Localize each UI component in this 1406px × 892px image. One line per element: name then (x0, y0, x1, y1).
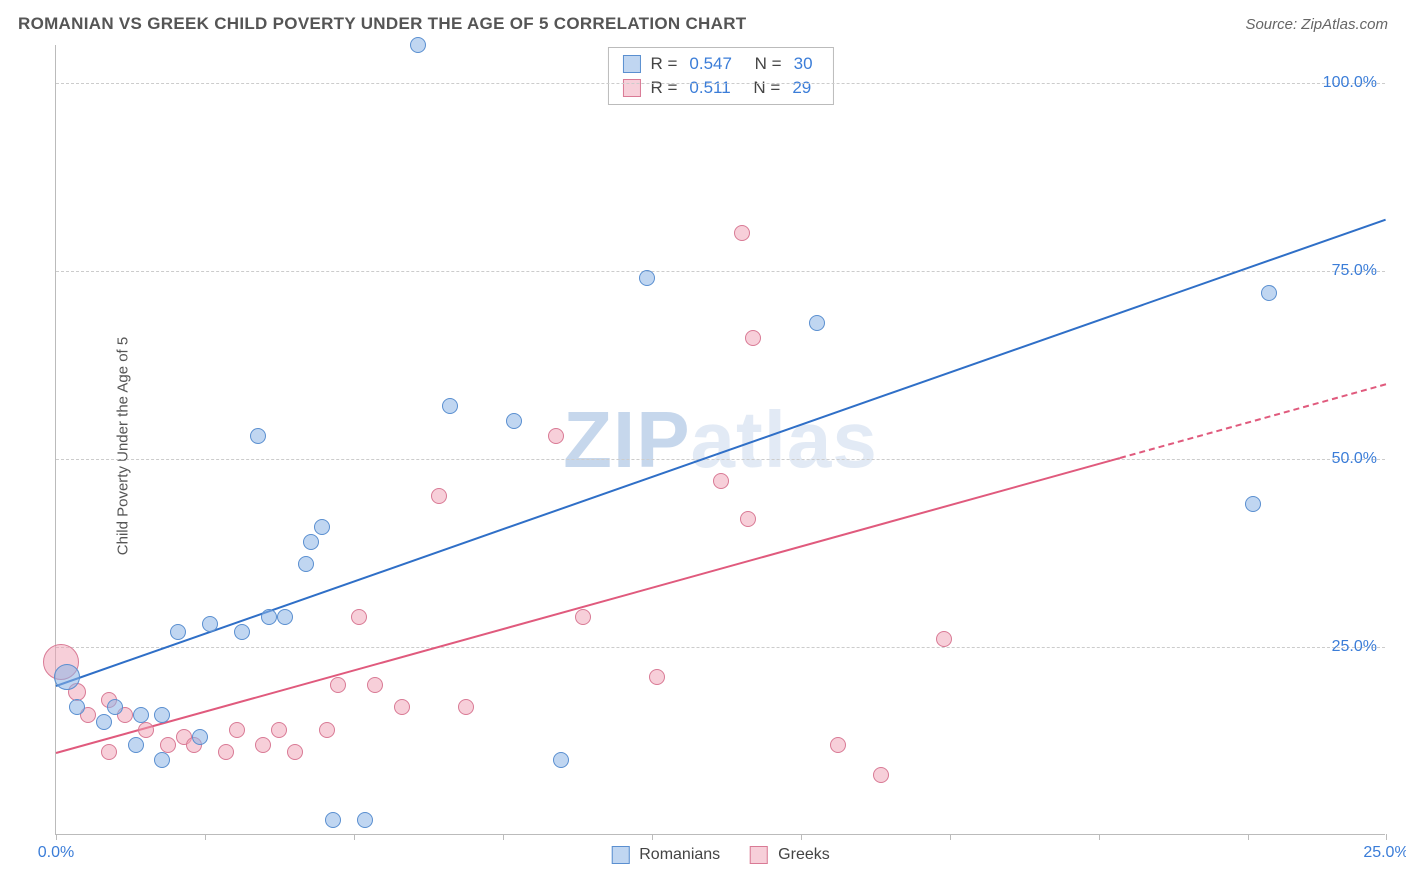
x-tick-label: 0.0% (38, 844, 74, 862)
swatch-pink (622, 79, 640, 97)
data-point (261, 609, 277, 625)
data-point (1245, 496, 1261, 512)
data-point (128, 737, 144, 753)
legend-swatch-blue (611, 846, 629, 864)
data-point (154, 752, 170, 768)
data-point (740, 511, 756, 527)
y-tick-label: 100.0% (1323, 74, 1377, 92)
data-point (277, 609, 293, 625)
gridline (56, 83, 1385, 84)
gridline (56, 647, 1385, 648)
title-bar: ROMANIAN VS GREEK CHILD POVERTY UNDER TH… (18, 14, 1388, 34)
data-point (271, 722, 287, 738)
chart-title: ROMANIAN VS GREEK CHILD POVERTY UNDER TH… (18, 14, 746, 34)
x-tick (1386, 834, 1387, 840)
data-point (133, 707, 149, 723)
data-point (287, 744, 303, 760)
data-point (367, 677, 383, 693)
legend-label-romanians: Romanians (639, 846, 720, 864)
x-tick (205, 834, 206, 840)
stats-row-romanians: R = 0.547 N = 30 (622, 52, 818, 76)
x-tick-label: 25.0% (1363, 844, 1406, 862)
x-tick (56, 834, 57, 840)
data-point (54, 664, 80, 690)
source-attribution: Source: ZipAtlas.com (1245, 16, 1388, 33)
data-point (160, 737, 176, 753)
x-tick (652, 834, 653, 840)
data-point (553, 752, 569, 768)
data-point (218, 744, 234, 760)
stats-legend-box: R = 0.547 N = 30 R = 0.511 N = 29 (607, 47, 833, 105)
stats-row-greeks: R = 0.511 N = 29 (622, 76, 818, 100)
data-point (548, 428, 564, 444)
data-point (431, 488, 447, 504)
legend-swatch-pink (750, 846, 768, 864)
gridline (56, 271, 1385, 272)
data-point (319, 722, 335, 738)
x-tick (1099, 834, 1100, 840)
data-point (410, 37, 426, 53)
data-point (107, 699, 123, 715)
data-point (96, 714, 112, 730)
trend-line (1120, 384, 1387, 460)
legend-item-greeks: Greeks (750, 846, 830, 864)
x-tick (950, 834, 951, 840)
y-tick-label: 75.0% (1332, 262, 1377, 280)
trend-line (56, 218, 1387, 686)
r-value-romanians: 0.547 (683, 52, 738, 76)
data-point (138, 722, 154, 738)
data-point (357, 812, 373, 828)
data-point (830, 737, 846, 753)
data-point (250, 428, 266, 444)
swatch-blue (622, 55, 640, 73)
x-tick (354, 834, 355, 840)
data-point (639, 270, 655, 286)
data-point (442, 398, 458, 414)
data-point (325, 812, 341, 828)
data-point (170, 624, 186, 640)
data-point (101, 744, 117, 760)
data-point (314, 519, 330, 535)
x-tick (503, 834, 504, 840)
data-point (303, 534, 319, 550)
scatter-plot: ZIPatlas R = 0.547 N = 30 R = 0.511 N = … (55, 45, 1385, 835)
data-point (351, 609, 367, 625)
n-value-greeks: 29 (786, 76, 817, 100)
data-point (809, 315, 825, 331)
data-point (192, 729, 208, 745)
x-tick (1248, 834, 1249, 840)
trend-line (56, 457, 1121, 754)
r-value-greeks: 0.511 (683, 76, 736, 100)
data-point (298, 556, 314, 572)
data-point (202, 616, 218, 632)
series-legend: Romanians Greeks (611, 846, 830, 864)
data-point (229, 722, 245, 738)
data-point (255, 737, 271, 753)
data-point (734, 225, 750, 241)
y-tick-label: 25.0% (1332, 638, 1377, 656)
legend-item-romanians: Romanians (611, 846, 720, 864)
data-point (234, 624, 250, 640)
data-point (458, 699, 474, 715)
y-tick-label: 50.0% (1332, 450, 1377, 468)
data-point (330, 677, 346, 693)
data-point (1261, 285, 1277, 301)
data-point (506, 413, 522, 429)
n-value-romanians: 30 (788, 52, 819, 76)
gridline (56, 459, 1385, 460)
data-point (394, 699, 410, 715)
watermark: ZIPatlas (563, 394, 878, 486)
legend-label-greeks: Greeks (778, 846, 830, 864)
data-point (936, 631, 952, 647)
data-point (154, 707, 170, 723)
data-point (69, 699, 85, 715)
data-point (745, 330, 761, 346)
data-point (713, 473, 729, 489)
data-point (873, 767, 889, 783)
x-tick (801, 834, 802, 840)
data-point (575, 609, 591, 625)
data-point (649, 669, 665, 685)
